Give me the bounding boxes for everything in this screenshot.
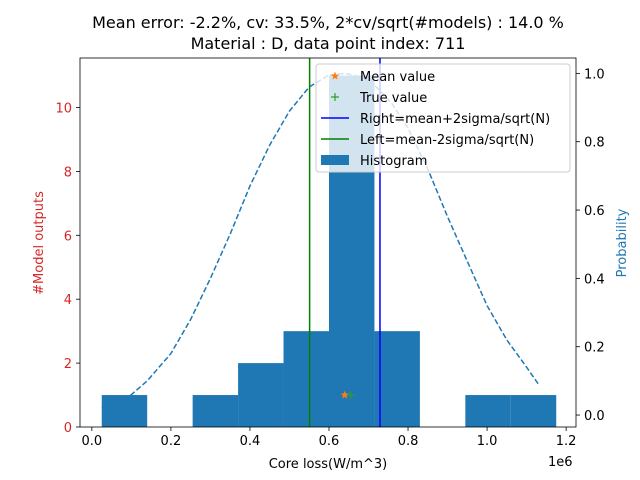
y-tick-label-3: 6: [64, 229, 72, 244]
chart-title-line-2: Material : D, data point index: 711: [191, 34, 466, 53]
legend-histogram-patch: [321, 155, 349, 165]
x-tick-label-0: 0.0: [82, 434, 103, 449]
x-axis-offset-label: 1e6: [548, 455, 573, 470]
histogram-bar-3: [238, 363, 284, 427]
y2-tick-label-0: 0.0: [584, 409, 605, 424]
plot-area: 0.0 0.2 0.4 0.6 0.8 1.0 1.2 0 2 4 6 8 10 0.0 0.2 0.4 0.6…: [55, 57, 605, 449]
true-value-marker: [346, 391, 355, 400]
x-axis-label: Core loss(W/m^3): [269, 457, 388, 472]
legend-entry-4: Histogram: [360, 154, 427, 169]
x-tick-label-4: 0.8: [398, 434, 419, 449]
x-tick-label-6: 1.2: [556, 434, 577, 449]
probability-curve: [101, 72, 540, 409]
y-axis-label: #Model outputs: [32, 191, 47, 295]
y2-tick-label-2: 0.4: [584, 272, 605, 287]
y2-tick-label-4: 0.8: [584, 136, 605, 151]
y2-tick-label-1: 0.2: [584, 341, 605, 356]
y2-tick-label-3: 0.6: [584, 204, 605, 219]
y-tick-label-4: 8: [64, 165, 72, 180]
mean-value-marker: [340, 390, 350, 399]
histogram-bar-8: [465, 395, 511, 427]
y-tick-label-0: 0: [64, 421, 72, 436]
y-tick-label-5: 10: [55, 102, 72, 117]
x-tick-label-2: 0.4: [240, 434, 261, 449]
legend-box: [315, 63, 571, 173]
legend-entry-0: Mean value: [360, 70, 435, 85]
legend-true-value-marker: [331, 93, 339, 101]
x-tick-label-3: 0.6: [319, 434, 340, 449]
chart-title-line-1: Mean error: -2.2%, cv: 33.5%, 2*cv/sqrt(…: [92, 13, 564, 32]
y-tick-label-1: 2: [64, 357, 72, 372]
y-tick-label-2: 4: [64, 293, 72, 308]
histogram-bar-2: [192, 395, 239, 427]
histogram-bar-6: [374, 331, 420, 427]
legend-entry-3: Left=mean-2sigma/sqrt(N): [360, 133, 534, 148]
legend: Mean value True value Right=mean+2sigma/sq…: [315, 63, 571, 173]
x-tick-label-1: 0.2: [161, 434, 182, 449]
y2-axis-label: Probability: [615, 208, 630, 277]
y2-tick-label-5: 1.0: [584, 67, 605, 82]
axes-frame: [79, 57, 577, 428]
legend-entry-1: True value: [359, 91, 427, 106]
x-tick-label-5: 1.0: [477, 434, 498, 449]
histogram-bar-4: [283, 331, 329, 427]
histogram-bar-9: [510, 395, 557, 427]
legend-entry-2: Right=mean+2sigma/sqrt(N): [360, 112, 550, 127]
legend-mean-value-marker: [330, 71, 340, 80]
